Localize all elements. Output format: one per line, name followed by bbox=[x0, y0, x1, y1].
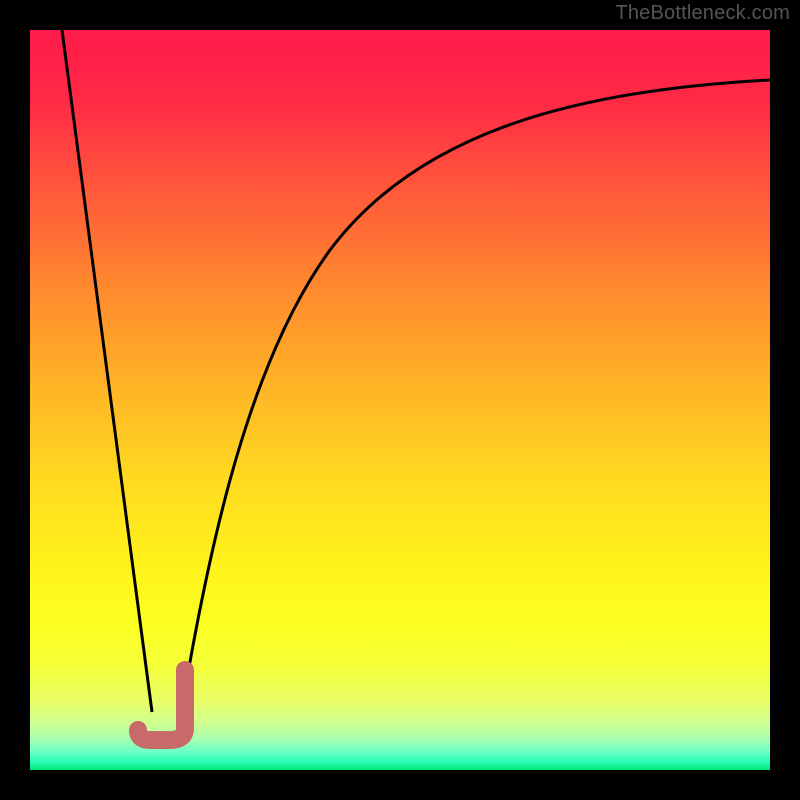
chart-container: TheBottleneck.com bbox=[0, 0, 800, 800]
plot-area bbox=[30, 30, 770, 770]
watermark-text: TheBottleneck.com bbox=[615, 2, 790, 25]
chart-svg bbox=[0, 0, 800, 800]
